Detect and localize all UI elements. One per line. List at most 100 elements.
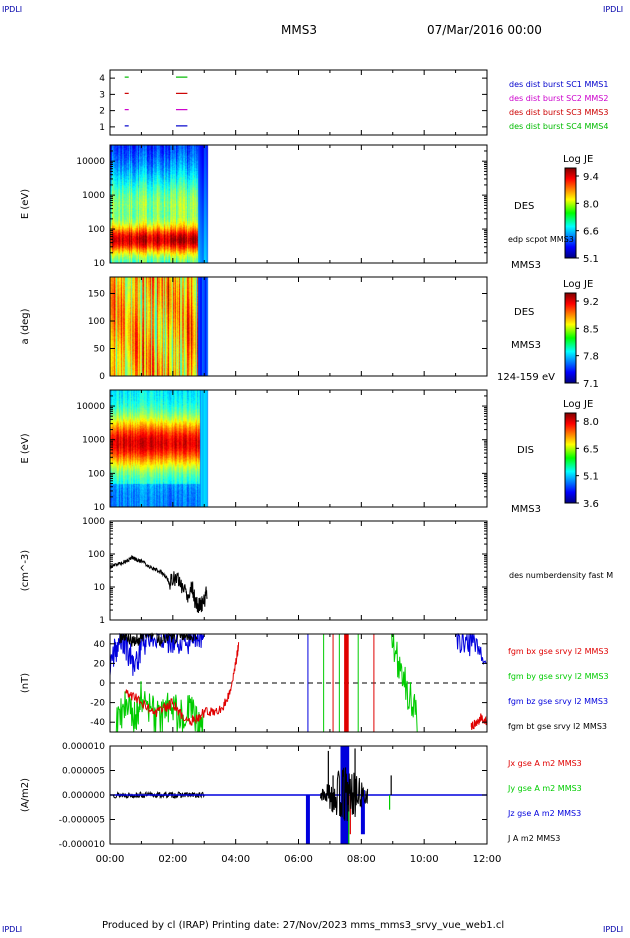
legend-label: des dist burst SC1 MMS1 — [509, 80, 608, 89]
legend-label: des dist burst SC2 MMS2 — [509, 94, 608, 103]
des-energy-colorbar-tick-label: 9.4 — [583, 172, 599, 183]
legend-label: des dist burst SC3 MMS3 — [509, 108, 608, 117]
corner-label-top-left: IPDLI — [2, 5, 22, 14]
legend-label: J A m2 MMS3 — [507, 834, 560, 843]
fgm-by-line — [115, 633, 418, 733]
des-energy-ytick-label: 10000 — [76, 157, 105, 167]
des-energy-ytick-label: 1000 — [82, 191, 105, 201]
density-ytick-label: 1 — [99, 616, 105, 626]
fgm-ytick-label: 0 — [99, 679, 105, 689]
corner-label-bottom-left: IPDLI — [2, 925, 22, 934]
legend-label: fgm by gse srvy l2 MMS3 — [508, 672, 609, 681]
x-tick-label: 04:00 — [221, 854, 250, 865]
dis-energy-colorbar — [564, 412, 577, 504]
legend-label: des numberdensity fast M — [509, 571, 613, 580]
current-burst-line — [320, 767, 369, 822]
dis-energy-colorbar-title: Log JE — [563, 399, 593, 410]
density-frame — [109, 520, 488, 621]
burst-ytick-label: 1 — [99, 123, 105, 133]
density-line — [109, 554, 208, 613]
des-pitch-ytick-label: 0 — [99, 372, 105, 382]
burst-ytick-label: 3 — [99, 90, 105, 100]
des-energy-ytick-label: 100 — [88, 225, 105, 235]
datetime-title: 07/Mar/2016 00:00 — [427, 23, 542, 37]
des-energy-colorbar-tick-label: 5.1 — [583, 254, 599, 265]
dis-energy-spectrogram — [110, 390, 487, 507]
x-tick-label: 06:00 — [284, 854, 313, 865]
dis-energy-ytick-label: 1000 — [82, 436, 105, 446]
density-ylabel: (cm^-3) — [20, 550, 31, 591]
footer-credit: Produced by cl (IRAP) Printing date: 27/… — [102, 920, 504, 931]
des-energy-ylabel: E (eV) — [20, 189, 31, 219]
density-ytick-label: 10 — [94, 583, 106, 593]
x-tick-label: 02:00 — [158, 854, 187, 865]
current-ytick-label: -0.000010 — [59, 840, 105, 850]
x-tick-label: 08:00 — [347, 854, 376, 865]
des-pitch-colorbar-tick-label: 8.5 — [583, 324, 599, 335]
des-pitch-colorbar-tick-label: 7.1 — [583, 379, 599, 390]
dis-energy-ytick-label: 10 — [94, 503, 106, 513]
des-energy-colorbar-tick-label: 8.0 — [583, 199, 599, 210]
current-j-line — [112, 790, 205, 800]
des-energy-instrument-label: DES — [514, 201, 534, 212]
current-ylabel: (A/m2) — [20, 778, 31, 812]
axis-labels: 4 3 2 1 des dist burst SC1 MMS1 des dist burs… — [20, 74, 613, 865]
des-energy-spectrogram — [110, 145, 487, 263]
des-energy-spacecraft-label: MMS3 — [511, 260, 541, 271]
legend-label: fgm bt gse srvy l2 MMS3 — [508, 722, 607, 731]
des-pitch-ytick-label: 50 — [94, 345, 106, 355]
des-pitch-colorbar — [564, 292, 577, 384]
des-pitch-instrument-label: DES — [514, 307, 534, 318]
dis-energy-instrument-label: DIS — [517, 445, 534, 456]
legend-label: Jy gse A m2 MMS3 — [507, 784, 582, 793]
des-energy-colorbar-tick-label: 6.6 — [583, 227, 599, 238]
fgm-ytick-label: 20 — [94, 659, 106, 669]
des-pitch-energy-range-label: 124-159 eV — [497, 372, 555, 383]
des-pitch-spectrogram — [110, 277, 487, 376]
x-tick-label: 12:00 — [473, 854, 502, 865]
des-pitch-colorbar-tick-label: 9.2 — [583, 297, 599, 308]
des-pitch-spacecraft-label: MMS3 — [511, 340, 541, 351]
des-pitch-colorbar-tick-label: 7.8 — [583, 352, 599, 363]
current-ytick-label: 0.000010 — [62, 742, 105, 752]
fgm-bx-line — [125, 642, 488, 730]
fgm-ytick-label: -20 — [90, 699, 105, 709]
spectrogram-images — [110, 145, 487, 507]
x-tick-label: 00:00 — [96, 854, 125, 865]
current-ytick-label: -0.000005 — [59, 816, 105, 826]
des-pitch-ylabel: a (deg) — [20, 308, 31, 344]
des-energy-scpot-label: edp scpot MMS3 — [508, 235, 574, 244]
density-ytick-label: 1000 — [82, 517, 105, 527]
fgm-ylabel: (nT) — [20, 673, 31, 693]
dis-energy-colorbar-tick-label: 6.5 — [583, 444, 599, 455]
fgm-ytick-label: -40 — [90, 718, 105, 728]
burst-ytick-label: 4 — [99, 74, 105, 84]
legend-label: fgm bx gse srvy l2 MMS3 — [508, 647, 609, 656]
dis-energy-colorbar-tick-label: 5.1 — [583, 472, 599, 483]
corner-label-top-right: IPDLI — [603, 5, 623, 14]
des-pitch-ytick-label: 100 — [88, 317, 105, 327]
dis-energy-ylabel: E (eV) — [20, 433, 31, 463]
des-energy-colorbar-title: Log JE — [563, 154, 593, 165]
fgm-ytick-label: 40 — [94, 640, 106, 650]
dis-energy-spacecraft-label: MMS3 — [511, 504, 541, 515]
density-ytick-label: 100 — [88, 550, 105, 560]
dis-energy-colorbar-tick-label: 8.0 — [583, 417, 599, 428]
spacecraft-title: MMS3 — [281, 23, 317, 37]
legend-label: Jz gse A m2 MMS3 — [507, 809, 581, 818]
x-tick-label: 10:00 — [410, 854, 439, 865]
des-energy-colorbar — [564, 167, 577, 259]
des-pitch-colorbar-title: Log JE — [563, 279, 593, 290]
legend-label: des dist burst SC4 MMS4 — [509, 122, 608, 131]
dis-energy-colorbar-tick-label: 3.6 — [583, 499, 599, 510]
current-ytick-label: 0.000000 — [62, 791, 105, 801]
corner-label-bottom-right: IPDLI — [603, 925, 623, 934]
panel-frames — [109, 69, 579, 845]
burst-frame — [109, 69, 488, 136]
des-pitch-ytick-label: 150 — [88, 290, 105, 300]
current-ytick-label: 0.000005 — [62, 767, 105, 777]
burst-ytick-label: 2 — [99, 107, 105, 117]
des-energy-ytick-label: 10 — [94, 259, 106, 269]
